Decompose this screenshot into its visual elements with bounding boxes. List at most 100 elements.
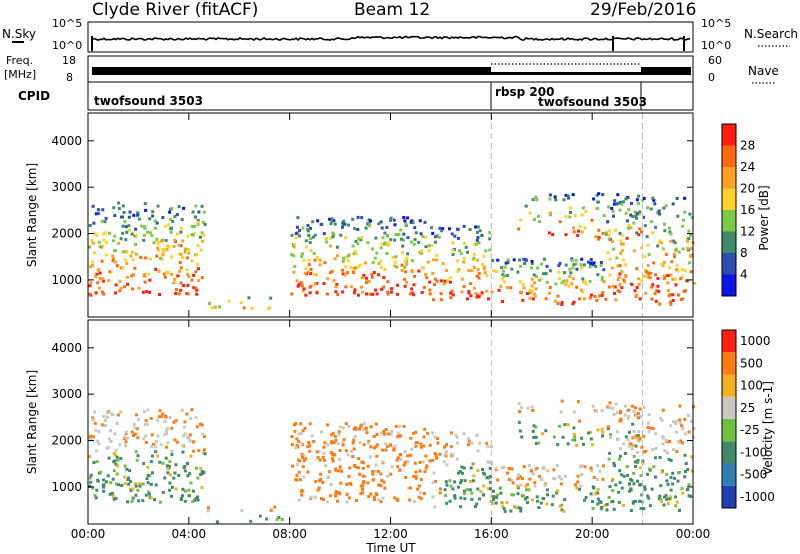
velocity-scatter-cell <box>323 441 327 445</box>
velocity-scatter-cell <box>489 475 492 478</box>
power-scatter-cell <box>247 296 251 300</box>
power-scatter-cell <box>137 286 141 290</box>
power-scatter-cell <box>179 230 183 234</box>
velocity-colorbar-tick: 100 <box>740 379 763 393</box>
power-scatter-cell <box>341 272 345 276</box>
power-scatter-cell <box>313 258 317 262</box>
velocity-scatter-cell <box>675 500 679 504</box>
velocity-scatter-cell <box>433 435 437 439</box>
power-scatter-cell <box>114 283 118 287</box>
velocity-scatter-cell <box>492 498 495 502</box>
velocity-scatter-cell <box>462 492 466 496</box>
power-scatter-cell <box>353 250 357 254</box>
velocity-scatter-cell <box>193 498 197 502</box>
power-scatter-cell <box>380 242 384 246</box>
velocity-scatter-cell <box>633 406 637 410</box>
velocity-scatter-cell <box>359 484 363 488</box>
velocity-scatter-cell <box>676 479 680 483</box>
power-scatter-cell <box>96 212 100 216</box>
power-scatter-cell <box>503 280 507 284</box>
power-scatter-cell <box>620 249 624 253</box>
velocity-scatter-cell <box>483 472 487 476</box>
power-scatter-cell <box>370 273 374 276</box>
velocity-scatter-cell <box>534 435 538 439</box>
velocity-scatter-cell <box>444 494 448 497</box>
velocity-scatter-cell <box>133 432 137 436</box>
velocity-scatter-cell <box>607 496 611 499</box>
power-scatter-cell <box>325 292 329 296</box>
power-scatter-cell <box>554 198 558 202</box>
velocity-scatter-cell <box>527 464 531 468</box>
velocity-scatter-cell <box>527 488 531 492</box>
power-scatter-cell <box>544 297 548 301</box>
power-scatter-cell <box>431 271 435 275</box>
velocity-scatter-cell <box>636 450 640 454</box>
velocity-scatter-cell <box>666 482 670 486</box>
velocity-scatter-cell <box>599 507 603 511</box>
velocity-scatter-cell <box>450 431 453 435</box>
velocity-scatter-cell <box>471 462 475 466</box>
velocity-scatter-cell <box>197 449 201 453</box>
power-scatter-cell <box>357 265 361 269</box>
power-scatter-cell <box>613 291 616 295</box>
power-scatter-cell <box>656 211 659 215</box>
velocity-scatter-cell <box>412 431 415 435</box>
power-scatter-cell <box>322 232 326 236</box>
power-scatter-cell <box>298 228 302 232</box>
velocity-scatter-cell <box>89 480 93 484</box>
velocity-scatter-cell <box>677 471 681 474</box>
power-scatter-cell <box>400 263 404 267</box>
power-scatter-cell <box>570 282 574 286</box>
velocity-scatter-cell <box>136 436 140 440</box>
power-scatter-cell <box>483 265 487 269</box>
power-scatter-cell <box>306 229 310 233</box>
power-scatter-cell <box>375 292 379 296</box>
power-scatter-cell <box>302 287 306 291</box>
velocity-scatter-cell <box>654 475 657 479</box>
power-scatter-cell <box>202 233 205 237</box>
power-scatter-cell <box>403 219 407 223</box>
velocity-scatter-cell <box>414 475 418 479</box>
velocity-scatter-cell <box>165 445 168 449</box>
velocity-scatter-cell <box>325 500 329 504</box>
power-scatter-cell <box>179 226 183 230</box>
velocity-scatter-cell <box>574 483 577 487</box>
power-scatter-cell <box>683 269 687 273</box>
velocity-scatter-cell <box>338 467 342 471</box>
velocity-scatter-cell <box>157 415 161 419</box>
power-scatter-cell <box>565 281 569 285</box>
velocity-scatter-cell <box>578 419 582 423</box>
velocity-scatter-cell <box>623 413 627 417</box>
power-scatter-cell <box>672 239 675 243</box>
power-scatter-cell <box>146 230 149 234</box>
velocity-colorbar-segment <box>722 463 736 486</box>
power-colorbar-segment <box>722 167 736 189</box>
power-scatter-cell <box>668 266 672 270</box>
velocity-scatter-cell <box>680 487 684 491</box>
power-scatter-cell <box>301 289 305 293</box>
power-scatter-cell <box>385 225 389 229</box>
velocity-scatter-cell <box>382 429 386 433</box>
power-scatter-cell <box>655 289 659 293</box>
power-scatter-cell <box>295 231 299 235</box>
power-scatter-cell <box>159 239 163 243</box>
velocity-colorbar-segment <box>722 396 736 419</box>
power-scatter-cell <box>586 260 590 264</box>
velocity-scatter-cell <box>522 465 526 469</box>
power-scatter-cell <box>663 222 667 226</box>
power-scatter-cell <box>121 231 125 235</box>
velocity-scatter-cell <box>456 441 459 445</box>
power-scatter-cell <box>400 268 404 272</box>
power-scatter-cell <box>267 306 271 310</box>
power-scatter-cell <box>478 229 482 233</box>
velocity-scatter-cell <box>392 447 396 450</box>
velocity-scatter-cell <box>579 484 583 488</box>
velocity-scatter-cell <box>337 430 341 434</box>
power-scatter-cell <box>503 265 507 269</box>
power-scatter-cell <box>300 255 304 258</box>
power-scatter-cell <box>545 264 549 268</box>
power-scatter-cell <box>334 285 338 289</box>
velocity-scatter-cell <box>404 476 408 479</box>
power-scatter-cell <box>575 267 579 271</box>
power-scatter-cell <box>548 197 552 201</box>
